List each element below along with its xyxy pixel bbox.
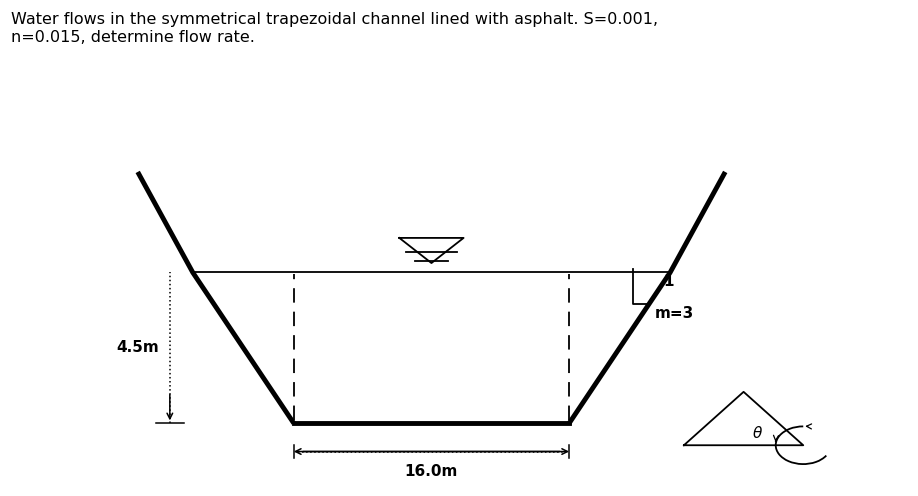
- Text: 1: 1: [664, 274, 674, 289]
- Text: $\theta$: $\theta$: [752, 425, 763, 440]
- Text: 16.0m: 16.0m: [405, 464, 458, 479]
- Text: Water flows in the symmetrical trapezoidal channel lined with asphalt. S=0.001,
: Water flows in the symmetrical trapezoid…: [11, 12, 658, 45]
- Text: m=3: m=3: [655, 306, 694, 321]
- Text: 4.5m: 4.5m: [116, 340, 159, 355]
